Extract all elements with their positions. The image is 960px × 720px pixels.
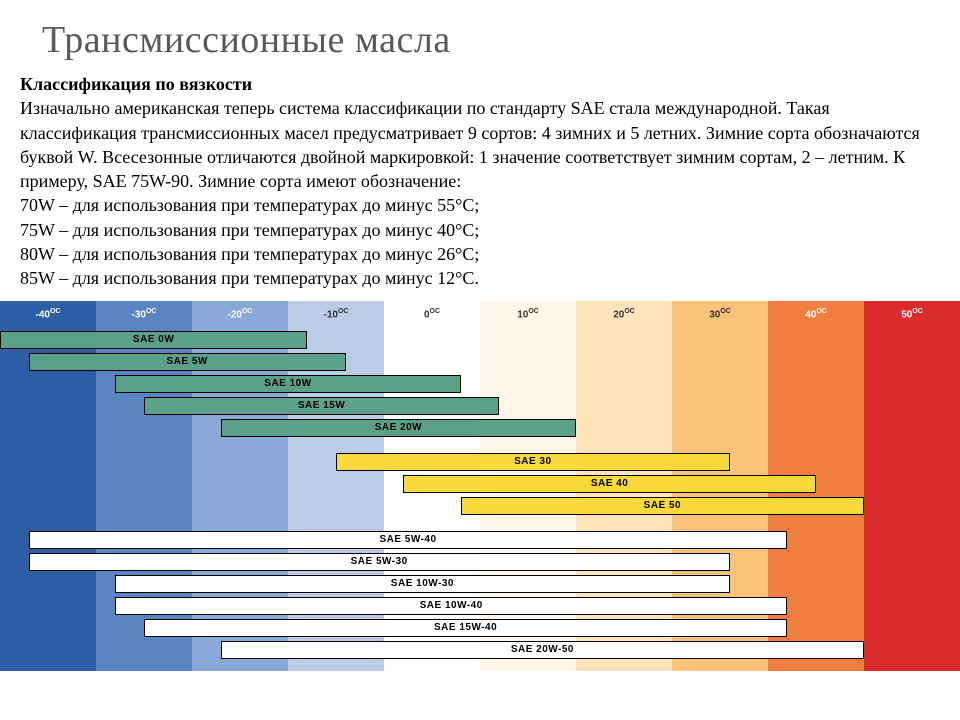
- range-bar: SAE 5W: [29, 353, 346, 371]
- list-line-4: 85W – для использования при температурах…: [20, 266, 940, 290]
- range-bar: SAE 15W-40: [144, 619, 787, 637]
- temp-label: -10OC: [288, 301, 384, 323]
- temp-label: -30OC: [96, 301, 192, 323]
- temperature-axis: -40OC-30OC-20OC-10OC0OC10OC20OC30OC40OC5…: [0, 301, 960, 323]
- range-bar: SAE 15W: [144, 397, 499, 415]
- range-bar: SAE 50: [461, 497, 864, 515]
- temp-label: 50OC: [864, 301, 960, 323]
- range-bar: SAE 20W: [221, 419, 576, 437]
- range-bar: SAE 10W-30: [115, 575, 729, 593]
- range-bar: SAE 0W: [0, 331, 307, 349]
- range-bar: SAE 5W-30: [29, 553, 730, 571]
- viscosity-chart: -40OC-30OC-20OC-10OC0OC10OC20OC30OC40OC5…: [0, 301, 960, 671]
- temp-label: 0OC: [384, 301, 480, 323]
- temp-label: 30OC: [672, 301, 768, 323]
- subheading: Классификация по вязкости: [20, 74, 252, 94]
- temp-label: -40OC: [0, 301, 96, 323]
- range-bar: SAE 30: [336, 453, 730, 471]
- list-line-2: 75W – для использования при температурах…: [20, 218, 940, 242]
- range-bar: SAE 20W-50: [221, 641, 864, 659]
- slide-root: Трансмиссионные масла Классификация по в…: [0, 0, 960, 720]
- range-bar: SAE 40: [403, 475, 816, 493]
- list-line-3: 80W – для использования при температурах…: [20, 242, 940, 266]
- range-bar: SAE 5W-40: [29, 531, 787, 549]
- body-text: Классификация по вязкости Изначально аме…: [0, 68, 960, 301]
- bars-container: SAE 0W SAE 5W SAE 10W SAE 15W SAE 20W SAE 30 S…: [0, 331, 960, 671]
- range-bar: SAE 10W: [115, 375, 461, 393]
- temp-label: 20OC: [576, 301, 672, 323]
- paragraph: Изначально американская теперь система к…: [20, 96, 940, 193]
- temp-label: 40OC: [768, 301, 864, 323]
- list-line-1: 70W – для использования при температурах…: [20, 193, 940, 217]
- range-bar: SAE 10W-40: [115, 597, 787, 615]
- temp-label: -20OC: [192, 301, 288, 323]
- page-title: Трансмиссионные масла: [0, 0, 960, 68]
- temp-label: 10OC: [480, 301, 576, 323]
